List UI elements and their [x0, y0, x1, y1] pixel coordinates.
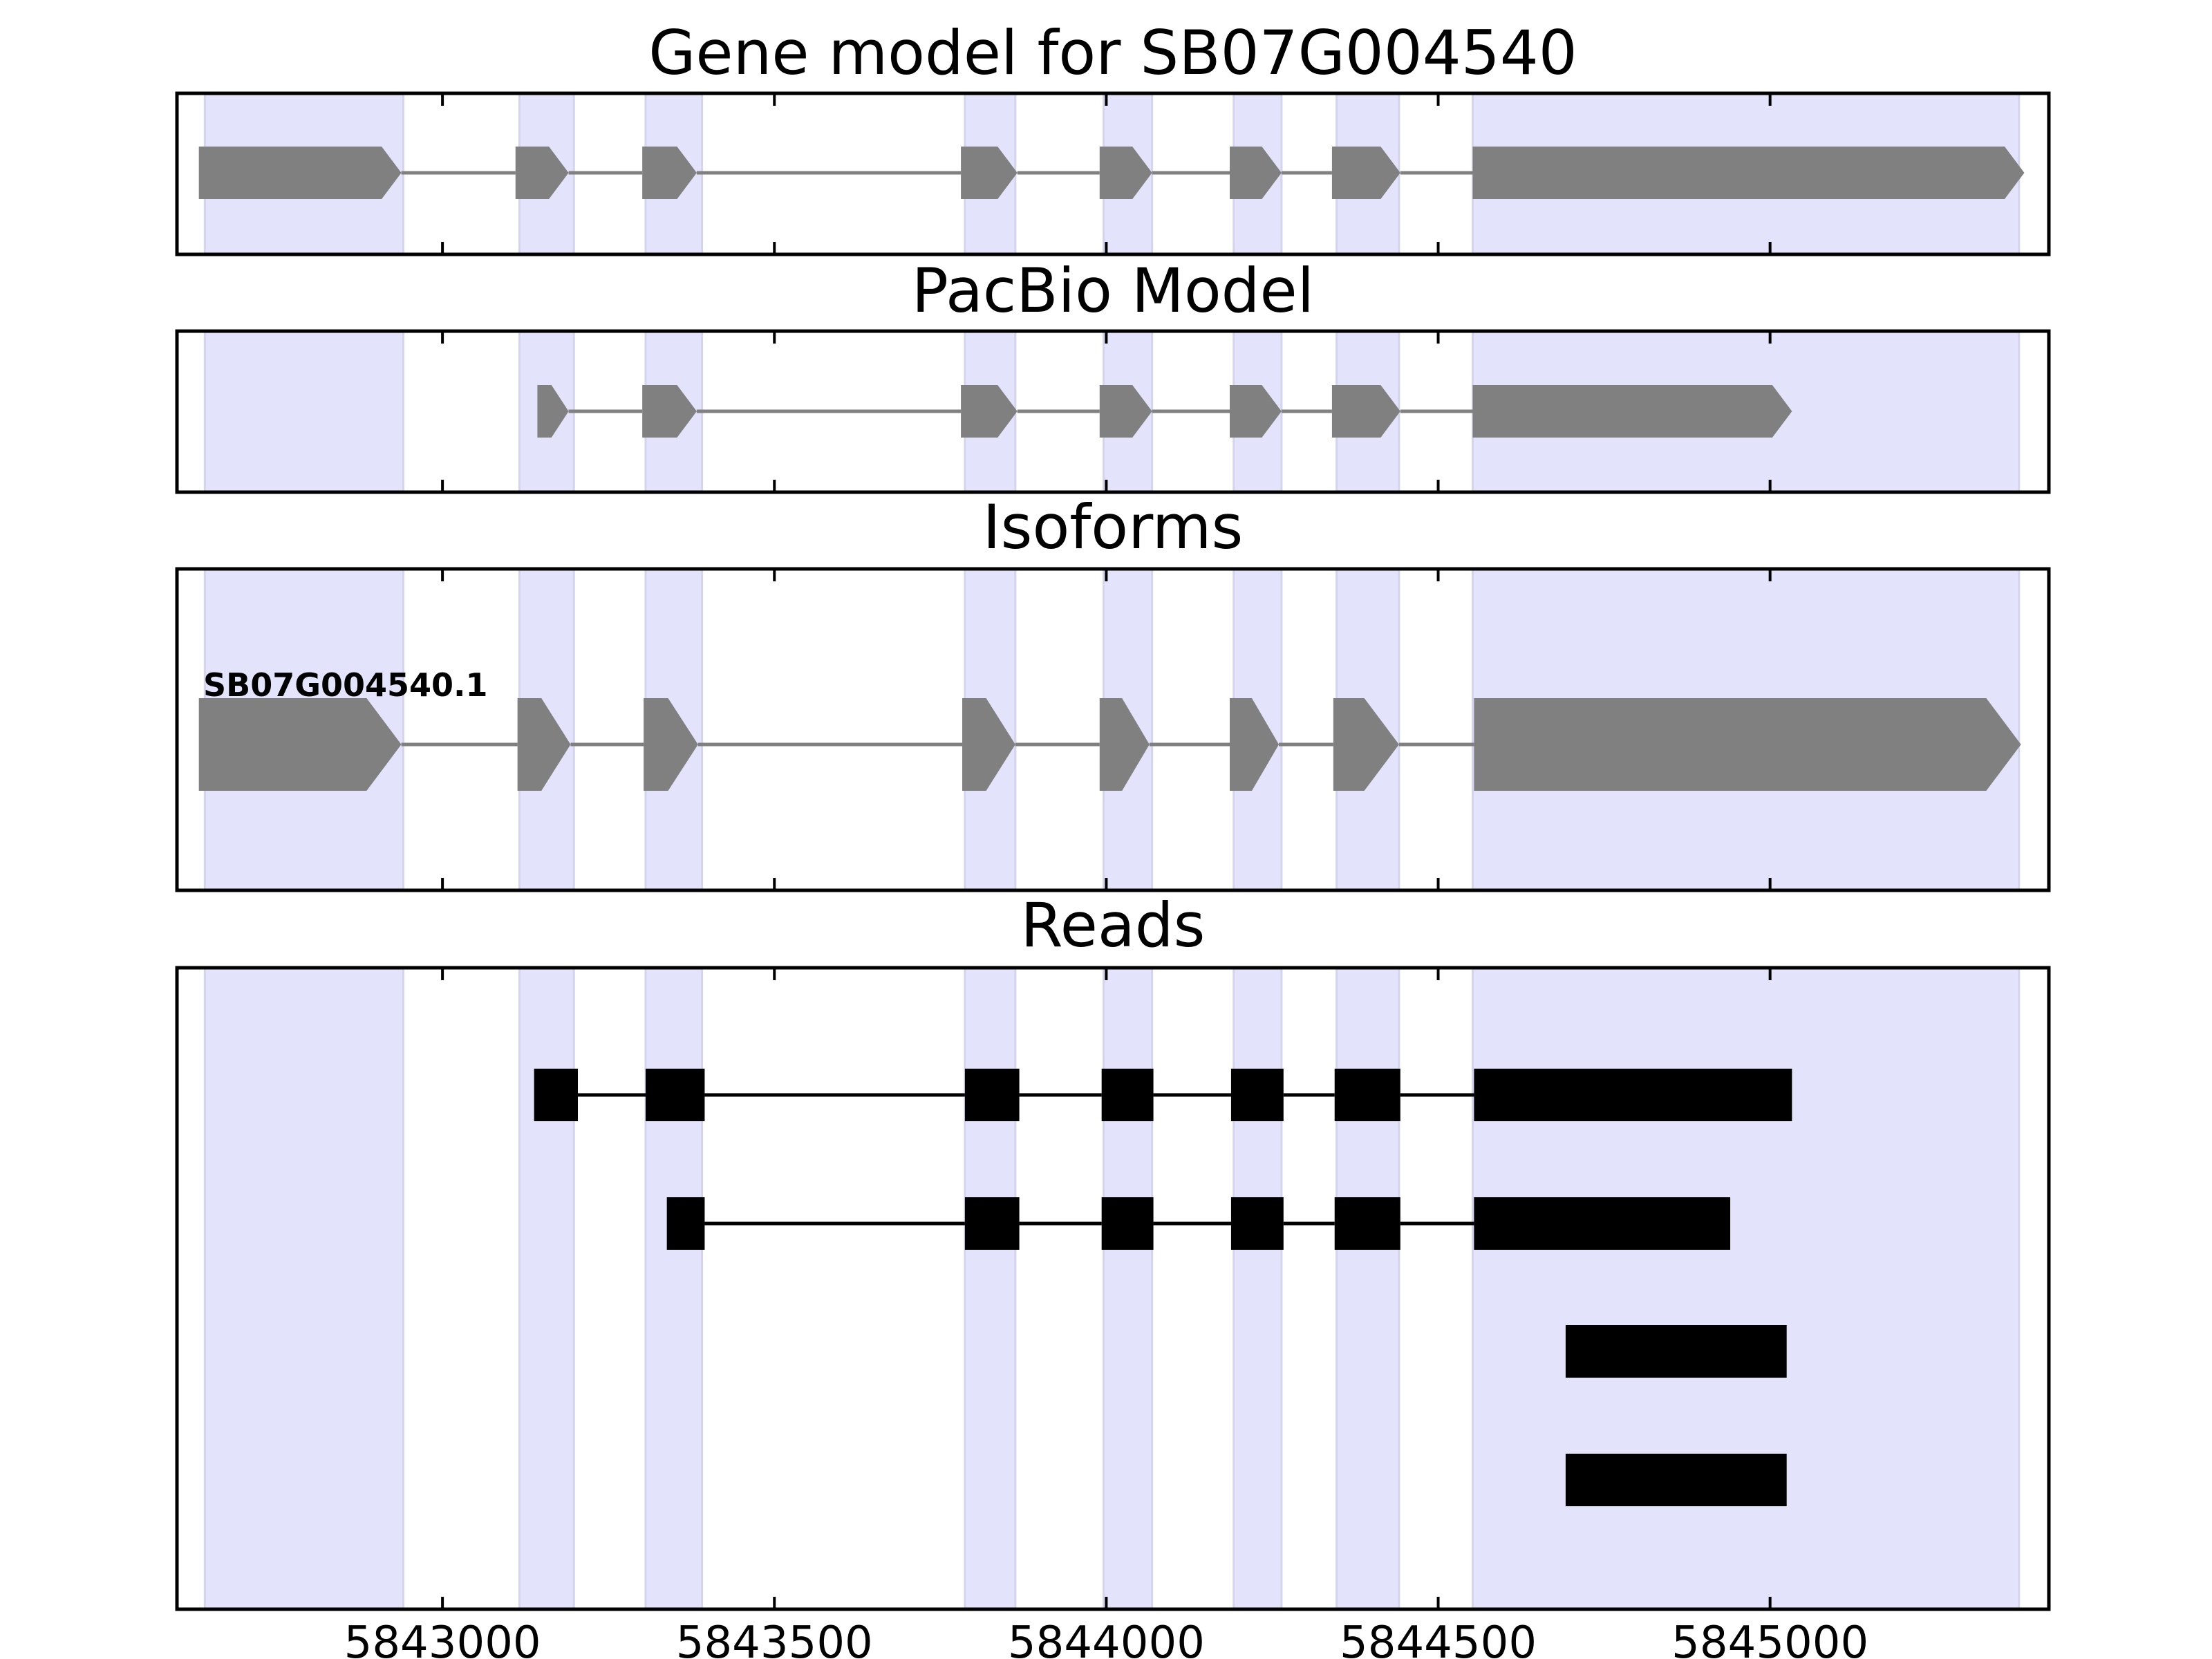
exon-arrow [1331, 147, 1400, 199]
gene-model-panel [175, 91, 2051, 256]
read-exon-block [964, 1197, 1020, 1250]
exon-shade-region [644, 966, 704, 1611]
read-exon-block [534, 1069, 579, 1121]
read-exon-block [964, 1069, 1020, 1121]
exon-shade-region [203, 966, 404, 1611]
exon-arrow [517, 698, 571, 791]
x-tick-label: 5843500 [676, 1618, 873, 1659]
exon-arrow [1333, 698, 1399, 791]
pacbio-model-title: PacBio Model [912, 255, 1314, 326]
panel-frame [175, 91, 2051, 256]
read-exon-block [1230, 1197, 1284, 1250]
panel-frame [175, 329, 2051, 494]
exon-arrow [642, 385, 697, 438]
reads-panel [175, 966, 2051, 1611]
exon-arrow [961, 147, 1018, 199]
isoforms-title: Isoforms [983, 491, 1244, 563]
exon-arrow [962, 698, 1015, 791]
exon-arrow [1230, 385, 1282, 438]
read-exon-block [1474, 1197, 1731, 1250]
read-exon-block [1565, 1325, 1787, 1378]
read-exon-block [645, 1069, 705, 1121]
exon-arrow [642, 147, 697, 199]
gene-model-title: Gene model for SB07G004540 [648, 17, 1577, 88]
exon-arrow [644, 698, 698, 791]
exon-shade-region [1335, 966, 1400, 1611]
isoform-label: SB07G004540.1 [203, 666, 487, 704]
exon-shade-region [964, 966, 1017, 1611]
exon-arrow [1230, 698, 1280, 791]
exon-shade-region [1232, 966, 1283, 1611]
read-exon-block [1565, 1454, 1787, 1506]
exon-arrow [537, 385, 569, 438]
read-exon-block [1101, 1069, 1154, 1121]
read-exon-block [1334, 1069, 1400, 1121]
exon-arrow [1099, 698, 1150, 791]
exon-arrow [1099, 385, 1152, 438]
exon-arrow [1230, 147, 1282, 199]
exon-arrow [1472, 147, 2025, 199]
exon-arrow [515, 147, 569, 199]
x-tick-label: 5845000 [1671, 1618, 1868, 1659]
x-tick-label: 5844500 [1340, 1618, 1537, 1659]
reads-title: Reads [1021, 890, 1206, 961]
exon-arrow [198, 698, 402, 791]
exon-shade-region [1103, 966, 1154, 1611]
exon-arrow [198, 147, 402, 199]
read-exon-block [666, 1197, 705, 1250]
x-tick-label: 5843000 [344, 1618, 541, 1659]
read-exon-block [1474, 1069, 1792, 1121]
pacbio-model-panel [175, 329, 2051, 494]
read-exon-block [1230, 1069, 1284, 1121]
exon-arrow [1474, 698, 2021, 791]
exon-shade-region [518, 966, 575, 1611]
exon-shade-region [1471, 966, 2021, 1611]
exon-arrow [1472, 385, 1792, 438]
exon-arrow [1099, 147, 1152, 199]
x-tick-label: 5844000 [1008, 1618, 1205, 1659]
isoforms-panel [175, 567, 2051, 892]
panel-frame [175, 966, 2051, 1611]
exon-arrow [1331, 385, 1400, 438]
read-exon-block [1334, 1197, 1400, 1250]
read-exon-block [1101, 1197, 1154, 1250]
panel-frame [175, 567, 2051, 892]
exon-shade-region [203, 330, 404, 494]
exon-arrow [961, 385, 1018, 438]
